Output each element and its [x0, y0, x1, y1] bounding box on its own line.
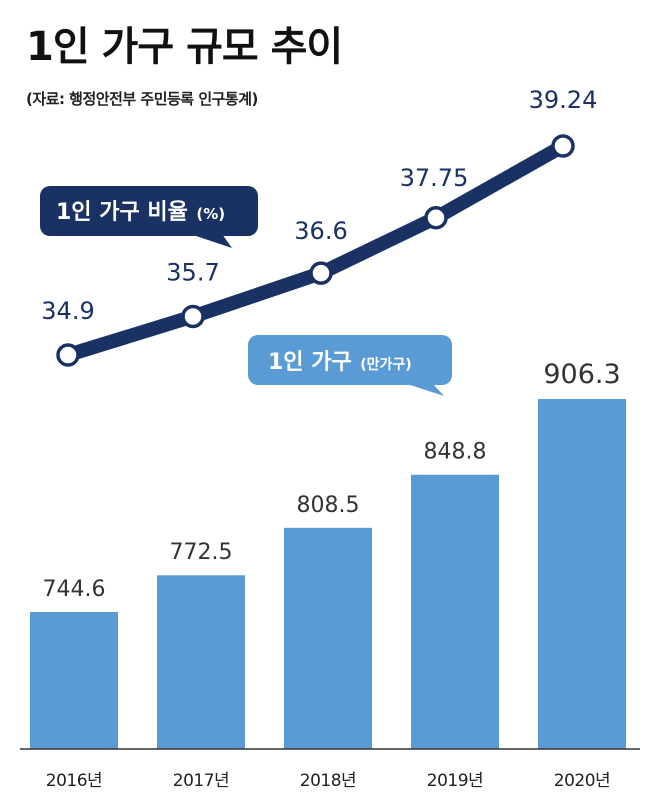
line-value-label: 37.75: [400, 164, 469, 192]
line-point: [309, 261, 333, 285]
x-tick-label: 2016년: [46, 771, 102, 791]
line-point: [551, 134, 575, 158]
x-axis-labels: 2016년 2017년 2018년 2019년 2020년: [46, 771, 611, 791]
line-value-label: 35.7: [166, 258, 219, 286]
line-value-label: 36.6: [294, 217, 347, 245]
svg-text:1인 가구 (만가구): 1인 가구 (만가구): [268, 350, 412, 375]
callout-line-label: 1인 가구 비율: [56, 200, 188, 225]
bar-value-label: 744.6: [43, 577, 106, 602]
bar: [411, 474, 499, 749]
callout-bar-legend: 1인 가구 (만가구): [248, 335, 452, 396]
x-tick-label: 2017년: [173, 771, 229, 791]
bar: [30, 612, 118, 749]
bar-value-label: 772.5: [170, 540, 233, 565]
x-tick-label: 2018년: [300, 771, 356, 791]
line-point: [181, 304, 205, 329]
line-path: [61, 139, 570, 362]
callout-bar-box: [248, 335, 452, 385]
callout-bar-label: 1인 가구: [268, 350, 352, 375]
line-value-label: 34.9: [41, 297, 94, 325]
callout-line-box: [40, 186, 258, 236]
chart-source: (자료: 행정안전부 주민등록 인구통계): [26, 90, 258, 108]
bar-value-label: 808.5: [297, 493, 360, 518]
callout-line-legend: 1인 가구 비율 (%): [40, 186, 258, 248]
line-point: [424, 206, 448, 230]
callout-line-unit: (%): [196, 205, 225, 223]
callout-bar-unit: (만가구): [360, 357, 411, 373]
bar: [284, 527, 372, 749]
line-point: [56, 343, 80, 367]
x-tick-label: 2019년: [427, 771, 483, 791]
line-series: 34.9 35.7 36.6 37.75 39.24: [41, 86, 598, 367]
bar: [157, 575, 245, 749]
bar-series: 744.6 772.5 808.5 848.8 906.3: [30, 359, 626, 749]
callout-bar-pointer: [404, 383, 444, 396]
bar-value-label: 906.3: [543, 359, 620, 390]
x-tick-label: 2020년: [554, 771, 610, 791]
bar-value-label: 848.8: [424, 440, 487, 465]
callout-line-pointer: [190, 234, 232, 248]
line-value-label: 39.24: [529, 86, 598, 114]
chart-title: 1인 가구 규모 추이: [26, 24, 342, 70]
svg-text:1인 가구 비율 (%): 1인 가구 비율 (%): [56, 200, 225, 225]
bar: [538, 399, 626, 749]
